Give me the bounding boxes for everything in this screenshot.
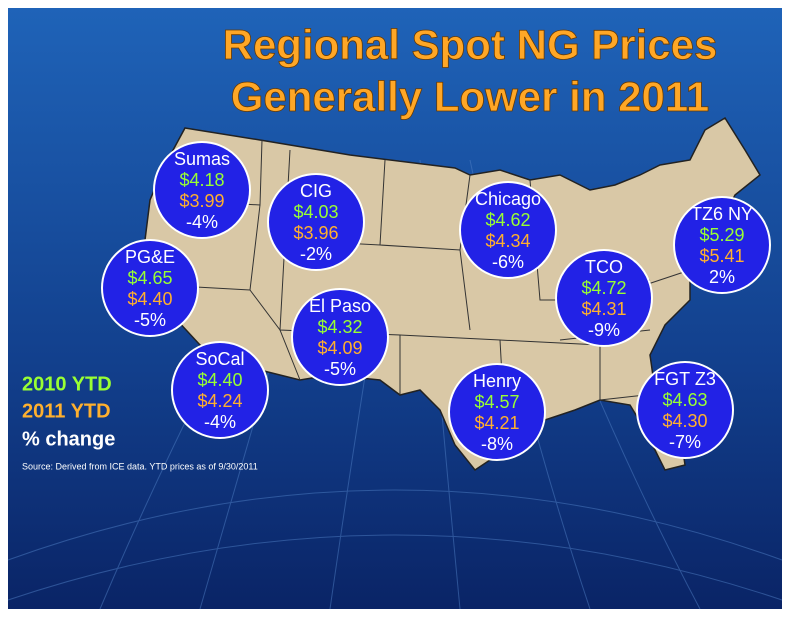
hub-2010: $4.57 bbox=[474, 392, 519, 412]
hub-change: -6% bbox=[492, 252, 524, 272]
hub-name: El Paso bbox=[309, 296, 371, 316]
hub-2011: $4.09 bbox=[317, 338, 362, 358]
legend-2010: 2010 YTD bbox=[22, 373, 112, 395]
title-line: Generally Lower in 2011 bbox=[231, 73, 710, 120]
hub-2010: $5.29 bbox=[699, 225, 744, 245]
hub-name: PG&E bbox=[125, 247, 175, 267]
hub-name: TZ6 NY bbox=[691, 204, 753, 224]
hub-name: CIG bbox=[300, 181, 332, 201]
hub-2010: $4.40 bbox=[197, 370, 242, 390]
hub-change: -9% bbox=[588, 320, 620, 340]
hub-2010: $4.18 bbox=[179, 170, 224, 190]
title-line: Regional Spot NG Prices bbox=[223, 21, 718, 68]
hub-name: Sumas bbox=[174, 149, 230, 169]
hub-2010: $4.62 bbox=[485, 210, 530, 230]
legend-change: % change bbox=[22, 428, 115, 450]
legend-2011: 2011 YTD bbox=[22, 400, 111, 422]
hub-change: -2% bbox=[300, 244, 332, 264]
hub-circle bbox=[291, 288, 389, 386]
hub-circle bbox=[636, 361, 734, 459]
hub-2011: $3.96 bbox=[293, 223, 338, 243]
hub-2010: $4.32 bbox=[317, 317, 362, 337]
hub-change: -4% bbox=[204, 412, 236, 432]
hub-2010: $4.63 bbox=[662, 390, 707, 410]
hub-circle bbox=[448, 363, 546, 461]
hub-circle bbox=[555, 249, 653, 347]
hub-circle bbox=[673, 196, 771, 294]
hub-change: -7% bbox=[669, 432, 701, 452]
hub-name: Chicago bbox=[475, 189, 541, 209]
hub-2011: $4.21 bbox=[474, 413, 519, 433]
hub-name: FGT Z3 bbox=[654, 369, 716, 389]
hub-2010: $4.03 bbox=[293, 202, 338, 222]
hub-change: -5% bbox=[324, 359, 356, 379]
hub-circle bbox=[101, 239, 199, 337]
hub-circle bbox=[267, 173, 365, 271]
hub-change: -5% bbox=[134, 310, 166, 330]
hub-name: TCO bbox=[585, 257, 623, 277]
hub-2011: $4.30 bbox=[662, 411, 707, 431]
hub-2011: $3.99 bbox=[179, 191, 224, 211]
hub-2011: $4.24 bbox=[197, 391, 242, 411]
hub-circle bbox=[171, 341, 269, 439]
hub-2011: $4.34 bbox=[485, 231, 530, 251]
hub-bubbles: Sumas$4.18$3.99-4%CIG$4.03$3.96-2%Chicag… bbox=[101, 141, 771, 461]
hub-name: SoCal bbox=[195, 349, 244, 369]
hub-circle bbox=[459, 181, 557, 279]
hub-change: -4% bbox=[186, 212, 218, 232]
hub-change: -8% bbox=[481, 434, 513, 454]
source-note: Source: Derived from ICE data. YTD price… bbox=[22, 461, 258, 471]
hub-name: Henry bbox=[473, 371, 521, 391]
hub-circle bbox=[153, 141, 251, 239]
hub-2011: $5.41 bbox=[699, 246, 744, 266]
hub-2011: $4.31 bbox=[581, 299, 626, 319]
hub-2011: $4.40 bbox=[127, 289, 172, 309]
hub-change: 2% bbox=[709, 267, 735, 287]
hub-2010: $4.72 bbox=[581, 278, 626, 298]
hub-2010: $4.65 bbox=[127, 268, 172, 288]
